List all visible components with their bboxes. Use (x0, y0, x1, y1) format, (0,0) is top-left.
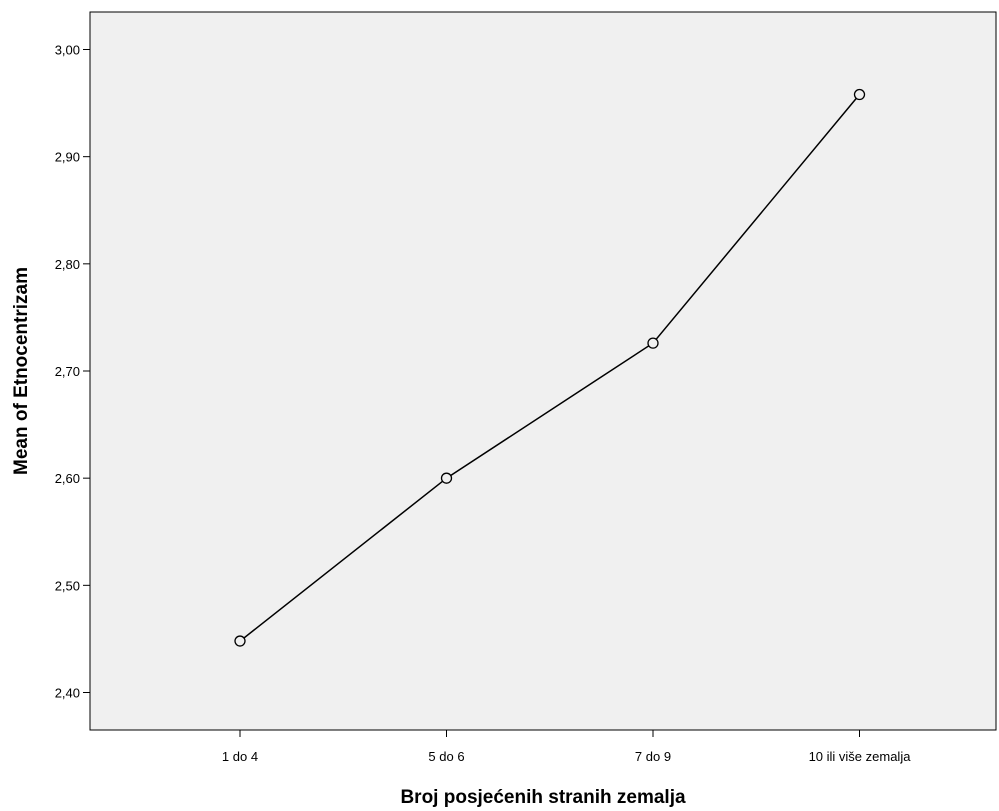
data-point (853, 88, 866, 101)
y-axis-title: Mean of Etnocentrizam (11, 267, 32, 475)
y-tick-label: 2,60 (55, 471, 80, 486)
x-tick-label: 1 do 4 (222, 749, 258, 764)
y-tick-label: 2,50 (55, 578, 80, 593)
series-markers (234, 88, 866, 647)
data-point (647, 337, 659, 349)
x-tick-label: 10 ili više zemalja (809, 749, 912, 764)
x-tick-label: 7 do 9 (635, 749, 671, 764)
y-tick-label: 2,40 (55, 685, 80, 700)
x-tick-label: 5 do 6 (428, 749, 464, 764)
y-axis: 2,40 2,50 2,60 2,70 2,80 2,90 3,00 (55, 43, 90, 700)
y-tick-label: 2,80 (55, 257, 80, 272)
data-point (234, 635, 246, 647)
plot-area (89, 11, 997, 731)
x-axis-title: Broj posjećenih stranih zemalja (400, 787, 686, 808)
y-tick-label: 3,00 (55, 43, 80, 58)
series-line (239, 94, 861, 642)
y-tick-label: 2,70 (55, 364, 80, 379)
x-axis: 1 do 4 5 do 6 7 do 9 10 ili više zemalja (222, 730, 911, 764)
y-tick-label: 2,90 (55, 150, 80, 165)
data-point (440, 472, 453, 484)
